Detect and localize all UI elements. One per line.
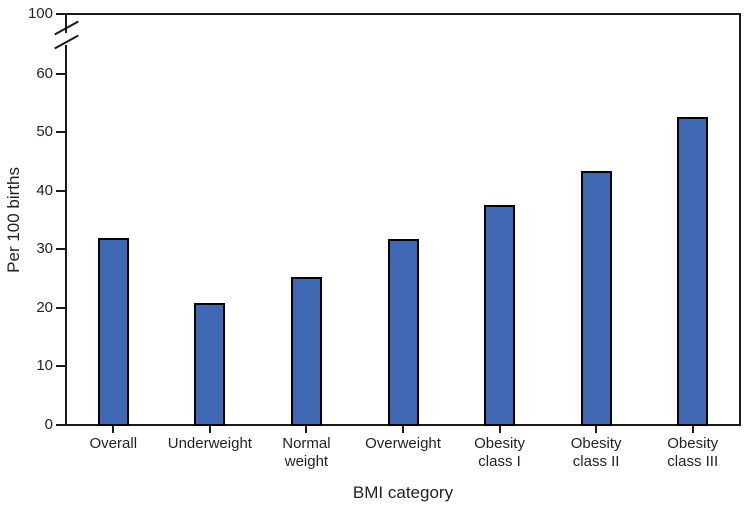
y-tick-mark <box>56 131 65 134</box>
x-tick-mark <box>498 426 501 433</box>
x-tick-label-line: Normal <box>282 435 331 452</box>
x-tick-label-line: weight <box>284 453 329 470</box>
y-tick-mark <box>56 189 65 192</box>
plot-top-border <box>65 13 741 15</box>
x-tick-label-line: class I <box>478 453 521 470</box>
x-tick-label-line: Obesity <box>474 435 525 452</box>
x-tick-mark <box>691 426 694 433</box>
x-tick-label-line: class II <box>572 453 620 470</box>
y-tick-label: 0 <box>44 416 53 433</box>
x-tick-label-obesity-class-i: Obesity class I <box>445 435 555 471</box>
x-tick-label-obesity-class-ii: Obesity class II <box>541 435 651 471</box>
y-tick-mark <box>56 13 65 15</box>
y-tick-mark <box>56 72 65 75</box>
y-axis-segment-lower <box>65 45 67 426</box>
y-tick-label: 50 <box>36 123 53 141</box>
y-tick-label: 60 <box>36 64 53 82</box>
x-tick-label-line: Obesity <box>667 435 719 452</box>
x-tick-label-overweight: Overweight <box>348 435 458 453</box>
bar-obesity-class-ii <box>580 170 612 426</box>
y-tick-mark <box>56 424 65 426</box>
x-tick-mark <box>402 426 404 433</box>
plot-right-border <box>739 13 741 426</box>
x-tick-label-underweight: Underweight <box>155 435 265 453</box>
x-tick-label-overall: Overall <box>58 435 168 453</box>
y-tick-mark <box>56 365 65 368</box>
bar-obesity-class-i <box>484 204 516 426</box>
y-tick-mark <box>56 248 65 251</box>
y-tick-label: 10 <box>36 357 53 375</box>
x-tick-label-normal-weight: Normal weight <box>251 435 361 471</box>
x-tick-label-obesity-class-iii: Obesity class III <box>638 435 748 471</box>
x-tick-mark <box>305 426 308 433</box>
y-tick-label: 30 <box>36 240 53 258</box>
y-tick-label: 40 <box>36 181 53 199</box>
x-tick-label-line: class III <box>667 453 719 470</box>
x-tick-mark <box>112 426 115 433</box>
bar-obesity-class-iii <box>677 117 709 426</box>
x-tick-label-line: Overall <box>89 435 138 452</box>
bar-underweight <box>194 302 226 426</box>
x-tick-label-line: Obesity <box>570 435 622 452</box>
x-tick-label-line: Overweight <box>365 435 441 452</box>
y-tick-label: 100 <box>27 5 53 22</box>
bar-overweight <box>387 238 419 426</box>
x-tick-mark <box>208 426 211 433</box>
x-tick-mark <box>595 426 598 433</box>
y-axis-segment-upper <box>65 13 67 33</box>
y-tick-label: 20 <box>36 298 53 316</box>
y-axis-title-wrap: Per 100 births <box>4 110 24 330</box>
y-tick-mark <box>56 306 65 309</box>
x-tick-label-line: Underweight <box>167 435 252 452</box>
bar-normal-weight <box>290 276 322 426</box>
x-axis-title: BMI category <box>352 483 454 502</box>
y-axis-title: Per 100 births <box>4 167 23 273</box>
bar-overall <box>97 237 129 426</box>
